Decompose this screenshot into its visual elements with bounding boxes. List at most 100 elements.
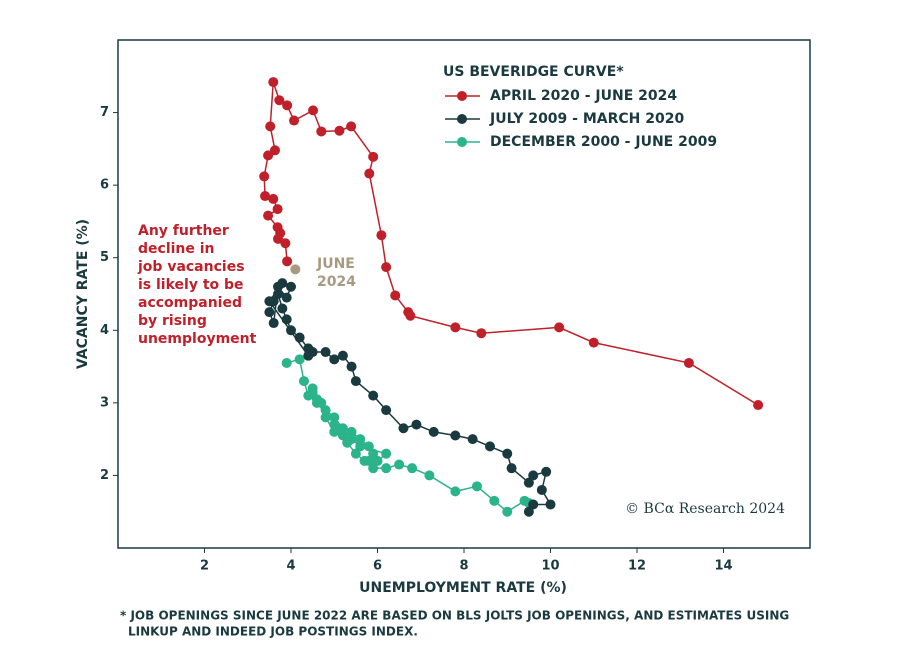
point — [506, 463, 517, 474]
point — [528, 499, 539, 510]
point — [286, 281, 296, 292]
point — [264, 296, 275, 307]
legend-marker — [457, 137, 467, 147]
x-axis-label: UNEMPLOYMENT RATE (%) — [359, 580, 567, 596]
point — [368, 151, 379, 162]
point — [316, 126, 327, 137]
point — [502, 448, 513, 459]
annotation: job vacancies — [137, 259, 245, 275]
point — [281, 314, 292, 325]
point — [450, 322, 461, 333]
point — [368, 390, 379, 401]
point — [337, 430, 348, 441]
point — [355, 434, 366, 445]
point — [411, 419, 422, 430]
point — [282, 256, 293, 267]
y-axis-label: VACANCY RATE (%) — [75, 219, 91, 369]
point — [308, 105, 319, 116]
x-tick-label: 12 — [628, 559, 646, 574]
point — [320, 412, 331, 423]
legend-label: DECEMBER 2000 - JUNE 2009 — [490, 134, 717, 150]
point — [536, 484, 547, 495]
point — [329, 426, 340, 437]
legend-label: APRIL 2020 - JUNE 2024 — [490, 88, 677, 104]
point — [277, 303, 288, 314]
point — [272, 204, 283, 215]
point — [394, 459, 405, 470]
point — [337, 350, 348, 361]
series-line — [263, 81, 759, 406]
point — [372, 455, 383, 466]
point — [541, 466, 552, 477]
point — [282, 100, 293, 111]
point — [337, 423, 348, 434]
point — [489, 495, 500, 506]
point — [467, 434, 478, 445]
point — [329, 354, 340, 365]
point — [368, 448, 379, 459]
point — [268, 318, 279, 329]
annotation: decline in — [138, 241, 215, 257]
legend-title: US BEVERIDGE CURVE* — [443, 64, 624, 80]
point — [523, 506, 534, 517]
point — [268, 77, 279, 88]
annotation: unemployment — [138, 331, 257, 347]
point — [289, 115, 300, 126]
y-tick-label: 3 — [100, 395, 109, 410]
point — [334, 125, 345, 136]
legend-marker — [457, 114, 467, 124]
point — [303, 343, 314, 354]
point — [683, 357, 694, 368]
x-tick-label: 2 — [200, 559, 209, 574]
point — [476, 328, 487, 339]
annotation: Any further — [138, 223, 229, 239]
x-tick-label: 8 — [459, 559, 468, 574]
point — [484, 441, 495, 452]
point — [471, 481, 482, 492]
x-tick-label: 10 — [541, 559, 559, 574]
point — [381, 448, 392, 459]
point — [320, 405, 331, 416]
y-tick-label: 2 — [100, 468, 109, 483]
point — [381, 463, 392, 474]
point — [264, 307, 275, 318]
point — [303, 350, 314, 361]
y-tick-label: 4 — [100, 323, 109, 338]
footnote: * JOB OPENINGS SINCE JUNE 2022 ARE BASED… — [120, 609, 789, 623]
point — [364, 168, 375, 179]
point — [316, 397, 327, 408]
point — [259, 171, 270, 182]
point — [390, 290, 401, 301]
point — [428, 426, 439, 437]
point — [273, 233, 284, 244]
point — [260, 191, 271, 202]
point — [403, 307, 414, 318]
annotation: by rising — [138, 313, 207, 329]
point — [346, 361, 357, 372]
point — [263, 210, 274, 221]
point — [294, 354, 305, 365]
point — [298, 376, 309, 387]
point — [342, 437, 353, 448]
point — [398, 423, 409, 434]
point — [528, 470, 539, 481]
x-tick-label: 14 — [714, 559, 732, 574]
footnote: LINKUP AND INDEED JOB POSTINGS INDEX. — [128, 625, 418, 639]
point — [286, 325, 296, 336]
point — [381, 262, 392, 273]
y-tick-label: 5 — [100, 250, 109, 265]
point — [359, 455, 370, 466]
annotation: is likely to be — [138, 277, 244, 293]
x-tick-label: 4 — [286, 559, 295, 574]
point — [350, 376, 361, 387]
point — [381, 405, 392, 416]
point — [350, 448, 361, 459]
point — [273, 289, 284, 299]
point — [263, 150, 274, 161]
point — [280, 238, 291, 249]
point — [502, 506, 513, 517]
point — [450, 430, 461, 441]
point — [588, 337, 599, 348]
highlight-label: 2024 — [317, 274, 356, 290]
